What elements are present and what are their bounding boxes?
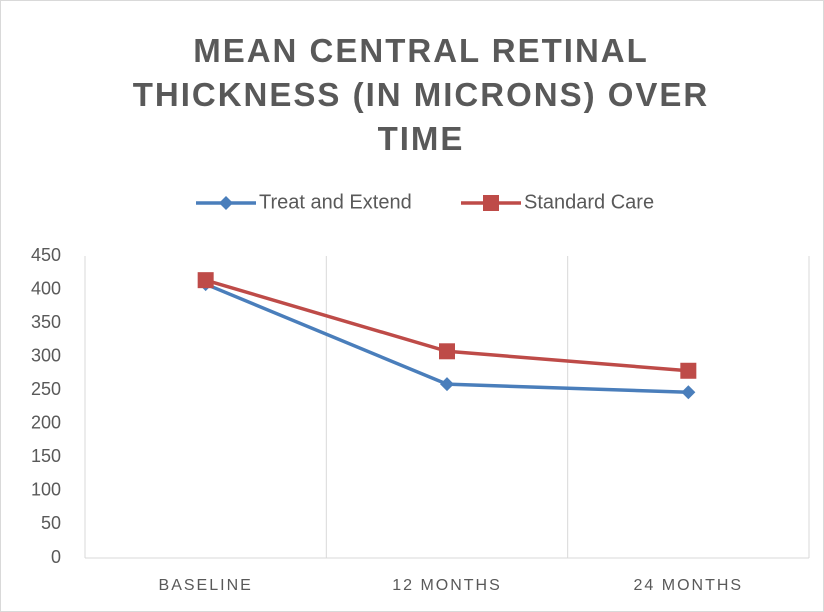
legend-marker bbox=[219, 196, 233, 210]
x-tick-label: BASELINE bbox=[159, 577, 253, 594]
y-tick-label: 400 bbox=[31, 278, 61, 298]
data-point bbox=[439, 343, 455, 360]
y-tick-label: 100 bbox=[31, 480, 61, 500]
x-tick-label: 24 MONTHS bbox=[634, 577, 744, 594]
data-point bbox=[197, 272, 214, 289]
y-tick-label: 350 bbox=[31, 312, 61, 332]
y-tick-label: 300 bbox=[31, 345, 61, 365]
y-tick-label: 450 bbox=[31, 245, 61, 265]
y-tick-label: 250 bbox=[31, 379, 61, 399]
x-tick-label: 12 MONTHS bbox=[392, 577, 502, 594]
data-point bbox=[440, 377, 454, 392]
data-point bbox=[680, 362, 697, 379]
data-point bbox=[681, 385, 696, 400]
legend-marker bbox=[483, 195, 499, 211]
legend-label: Standard Care bbox=[524, 191, 654, 213]
y-tick-label: 150 bbox=[31, 446, 61, 466]
y-tick-label: 200 bbox=[31, 413, 61, 433]
y-tick-label: 0 bbox=[51, 547, 61, 567]
y-tick-label: 50 bbox=[41, 513, 61, 533]
chart-title: MEAN CENTRAL RETINAL THICKNESS (IN MICRO… bbox=[132, 32, 710, 157]
legend-label: Treat and Extend bbox=[259, 191, 412, 213]
